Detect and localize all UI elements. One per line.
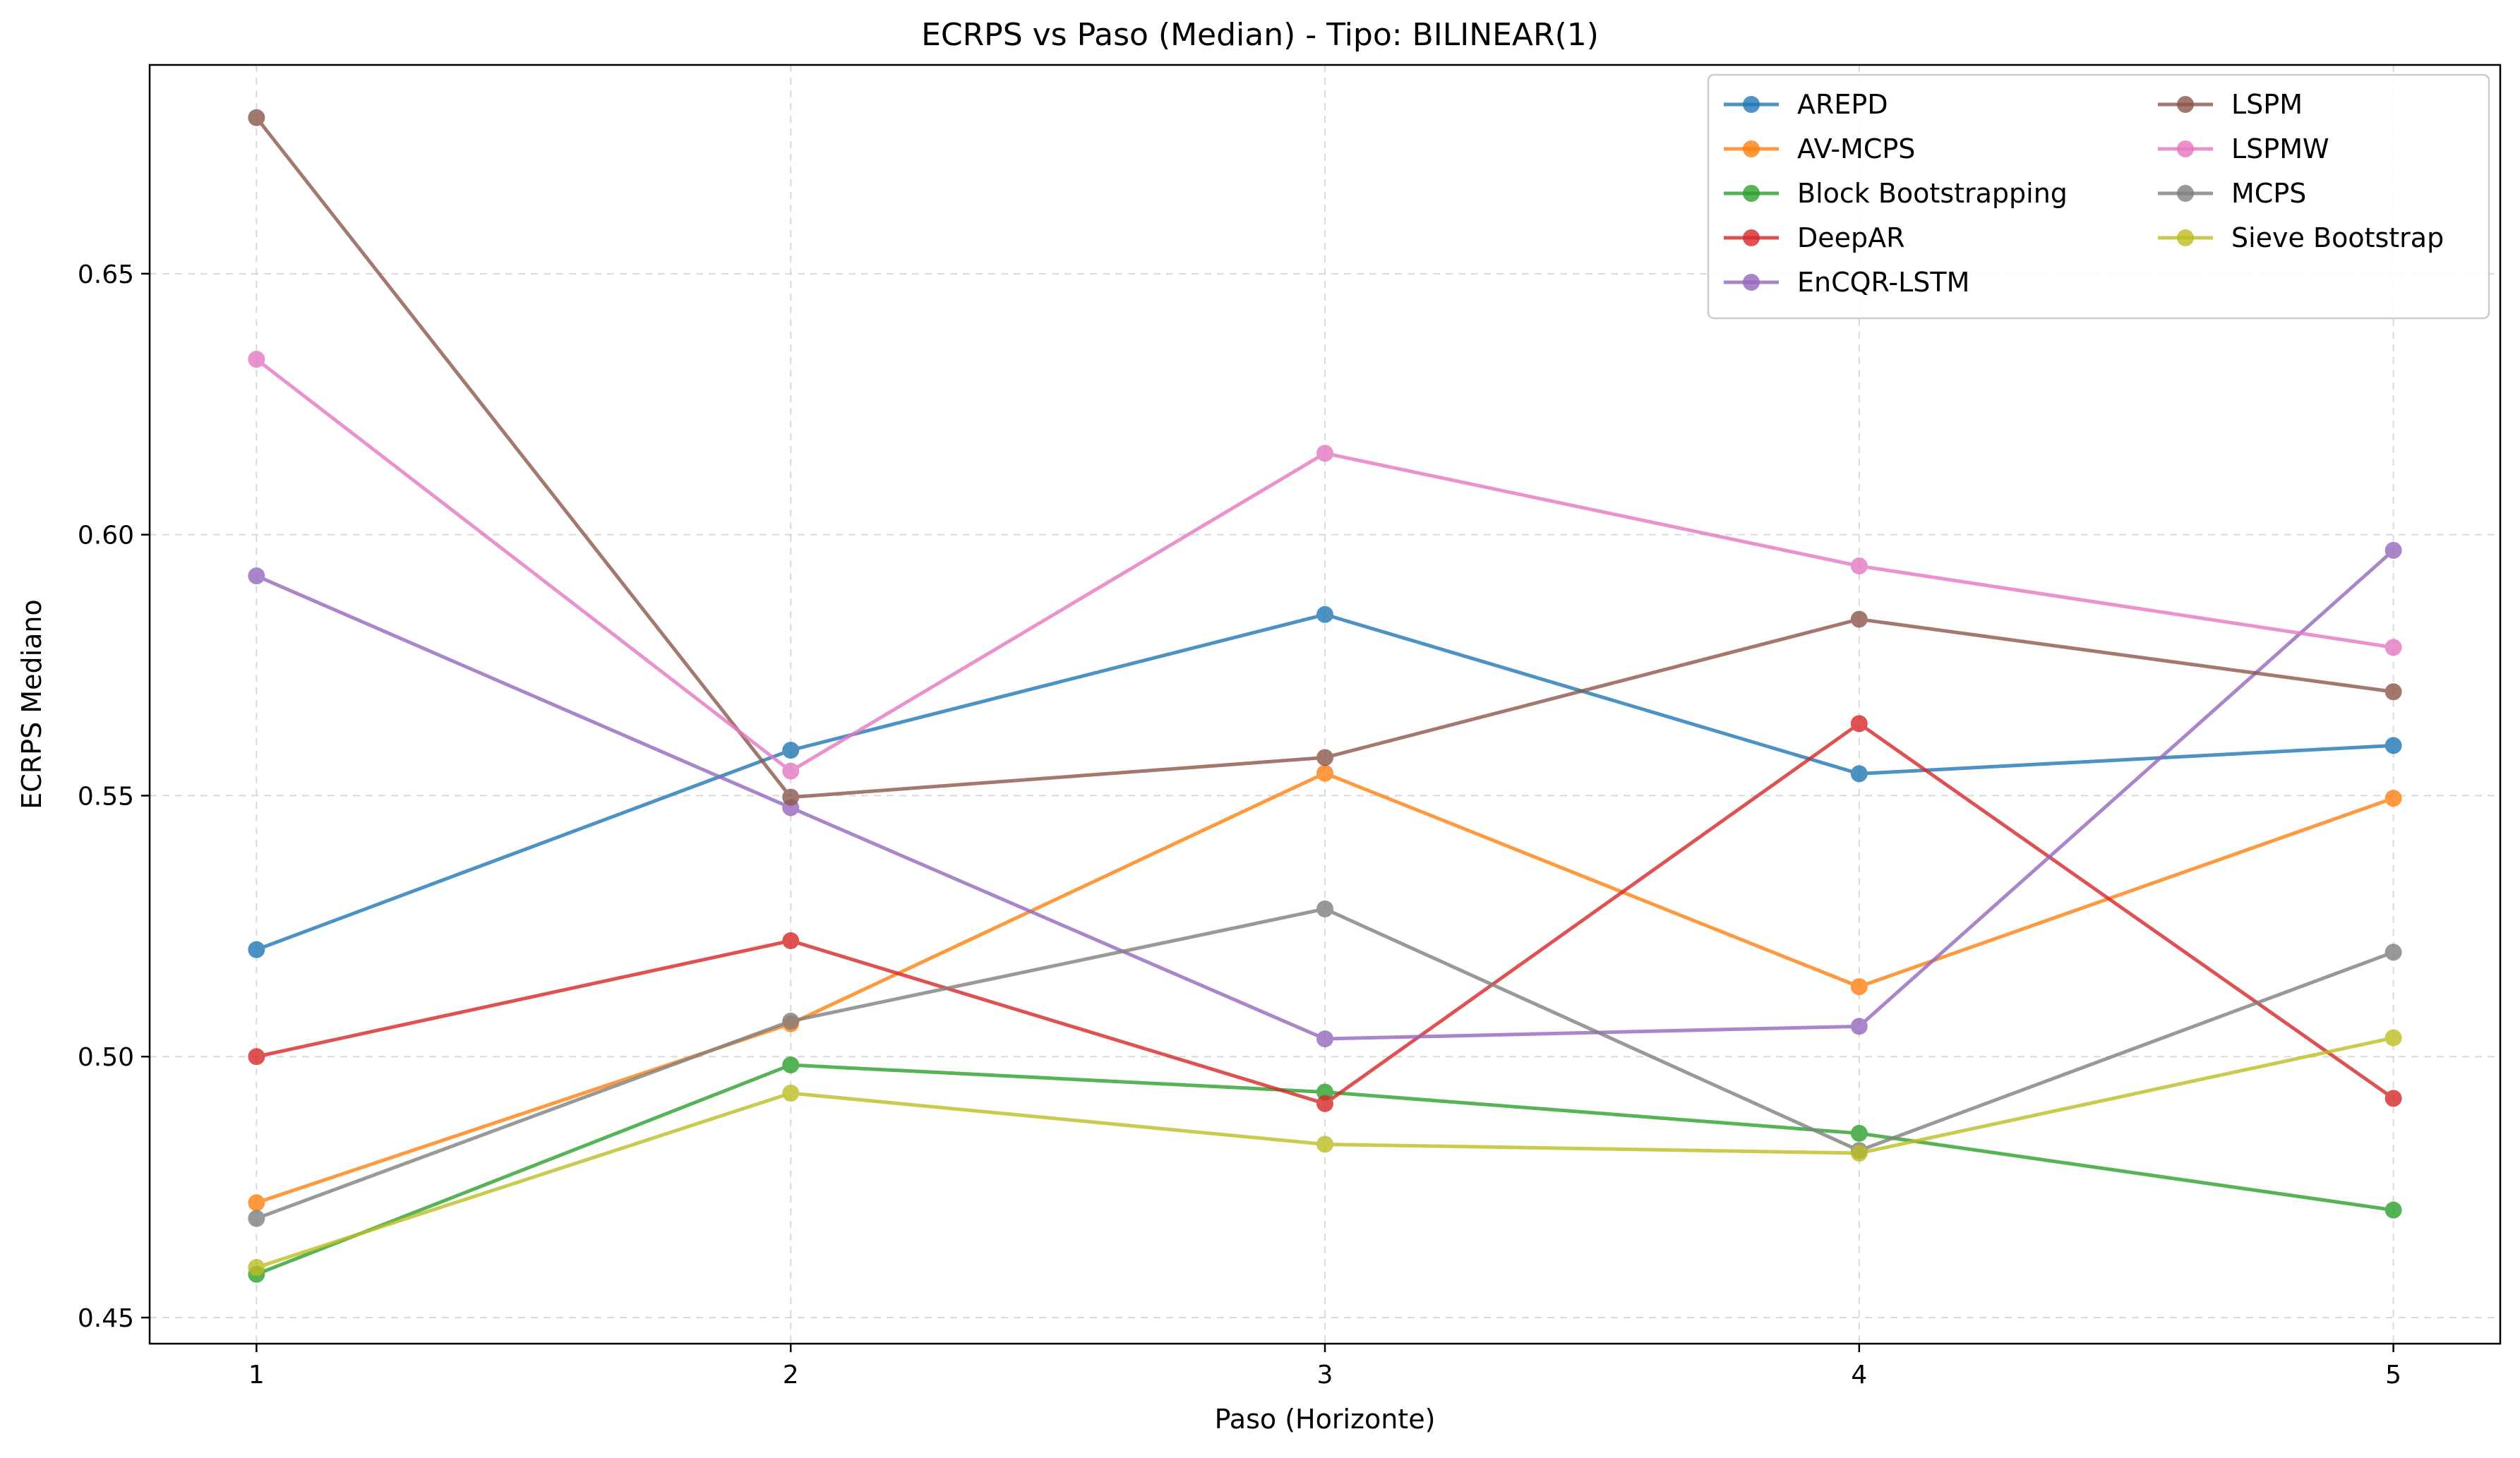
data-point bbox=[1316, 900, 1333, 917]
data-point bbox=[1850, 978, 1868, 996]
data-point bbox=[1316, 764, 1333, 782]
data-point bbox=[782, 742, 800, 759]
legend-label: AV-MCPS bbox=[1797, 133, 1915, 164]
data-point bbox=[2384, 1090, 2402, 1107]
data-point bbox=[1316, 445, 1333, 462]
legend-marker bbox=[1743, 274, 1760, 291]
data-point bbox=[782, 1084, 800, 1102]
data-point bbox=[248, 1210, 265, 1227]
legend: AREPD AV-MCPS Block Bootstrapping DeepAR EnC… bbox=[1707, 73, 2490, 320]
legend-label: Block Bootstrapping bbox=[1797, 178, 2068, 209]
legend-entry: AREPD bbox=[1724, 89, 1888, 120]
data-point bbox=[782, 788, 800, 806]
chart-title: ECRPS vs Paso (Median) - Tipo: BILINEAR(… bbox=[921, 17, 1599, 53]
x-tick-label: 2 bbox=[783, 1361, 799, 1390]
data-point bbox=[1850, 1145, 1868, 1162]
y-tick-label: 0.45 bbox=[78, 1304, 134, 1333]
data-point bbox=[782, 932, 800, 950]
legend-marker bbox=[2177, 96, 2194, 113]
legend-entry: Sieve Bootstrap bbox=[2158, 222, 2444, 253]
x-tick-label: 5 bbox=[2385, 1361, 2401, 1390]
legend-marker bbox=[1743, 185, 1760, 202]
data-point bbox=[2384, 541, 2402, 559]
legend-entry: AV-MCPS bbox=[1724, 133, 1915, 164]
legend-entry: LSPMW bbox=[2158, 133, 2329, 164]
data-point bbox=[1850, 558, 1868, 575]
data-point bbox=[1850, 1124, 1868, 1142]
data-point bbox=[782, 1056, 800, 1074]
legend-entry: Block Bootstrapping bbox=[1724, 178, 2068, 209]
series-encqr-lstm bbox=[248, 541, 2402, 1048]
data-point bbox=[2384, 1201, 2402, 1219]
y-tick-label: 0.50 bbox=[78, 1043, 134, 1072]
data-point bbox=[248, 1048, 265, 1066]
x-tick-label: 4 bbox=[1851, 1361, 1867, 1390]
data-point bbox=[1850, 1018, 1868, 1035]
data-point bbox=[2384, 944, 2402, 961]
data-point bbox=[1850, 765, 1868, 783]
data-point bbox=[1316, 1030, 1333, 1048]
data-point bbox=[2384, 790, 2402, 807]
legend-entry: EnCQR-LSTM bbox=[1724, 267, 1969, 298]
legend-label: MCPS bbox=[2231, 178, 2306, 209]
data-point bbox=[2384, 1029, 2402, 1047]
data-point bbox=[1850, 715, 1868, 733]
y-tick-label: 0.60 bbox=[78, 522, 134, 550]
data-point bbox=[1316, 606, 1333, 623]
y-axis-label: ECRPS Mediano bbox=[16, 599, 47, 809]
legend-label: DeepAR bbox=[1797, 222, 1905, 253]
data-point bbox=[2384, 737, 2402, 754]
data-point bbox=[248, 567, 265, 585]
legend-label: Sieve Bootstrap bbox=[2231, 222, 2444, 253]
data-point bbox=[248, 109, 265, 126]
legend-marker bbox=[2177, 140, 2194, 157]
y-tick-label: 0.55 bbox=[78, 782, 134, 811]
x-axis-label: Paso (Horizonte) bbox=[1215, 1404, 1436, 1435]
data-point bbox=[2384, 639, 2402, 656]
legend-marker bbox=[2177, 229, 2194, 246]
legend-marker bbox=[2177, 185, 2194, 202]
data-point bbox=[2384, 683, 2402, 701]
series-lspm bbox=[248, 109, 2402, 806]
legend-label: LSPM bbox=[2231, 89, 2303, 120]
legend-label: AREPD bbox=[1797, 89, 1888, 120]
x-tick-label: 3 bbox=[1317, 1361, 1333, 1390]
axis-ticks: 1 2 3 4 5 0.45 0.50 0.55 0.60 0.65 bbox=[78, 260, 2401, 1390]
legend-entry: MCPS bbox=[2158, 178, 2306, 209]
series-lines bbox=[248, 109, 2402, 1283]
series-lspmw bbox=[248, 351, 2402, 780]
legend-marker bbox=[1743, 229, 1760, 246]
legend-box bbox=[1707, 73, 2490, 320]
legend-marker bbox=[1743, 96, 1760, 113]
data-point bbox=[782, 1012, 800, 1030]
data-point bbox=[1850, 610, 1868, 628]
data-point bbox=[248, 1194, 265, 1212]
legend-marker bbox=[1743, 140, 1760, 157]
data-point bbox=[248, 1259, 265, 1277]
data-point bbox=[248, 351, 265, 368]
series-sieve-bootstrap bbox=[248, 1029, 2402, 1277]
series-mcps bbox=[248, 900, 2402, 1227]
series-deepar bbox=[248, 715, 2402, 1112]
data-point bbox=[1316, 1135, 1333, 1153]
data-point bbox=[248, 941, 265, 958]
y-tick-label: 0.65 bbox=[78, 260, 134, 289]
data-point bbox=[1316, 749, 1333, 766]
legend-entry: LSPM bbox=[2158, 89, 2303, 120]
legend-label: EnCQR-LSTM bbox=[1797, 267, 1969, 298]
series-arepd bbox=[248, 606, 2402, 958]
x-tick-label: 1 bbox=[248, 1361, 265, 1390]
legend-entry: DeepAR bbox=[1724, 222, 1905, 253]
legend-label: LSPMW bbox=[2231, 133, 2329, 164]
data-point bbox=[1316, 1095, 1333, 1112]
data-point bbox=[782, 762, 800, 780]
